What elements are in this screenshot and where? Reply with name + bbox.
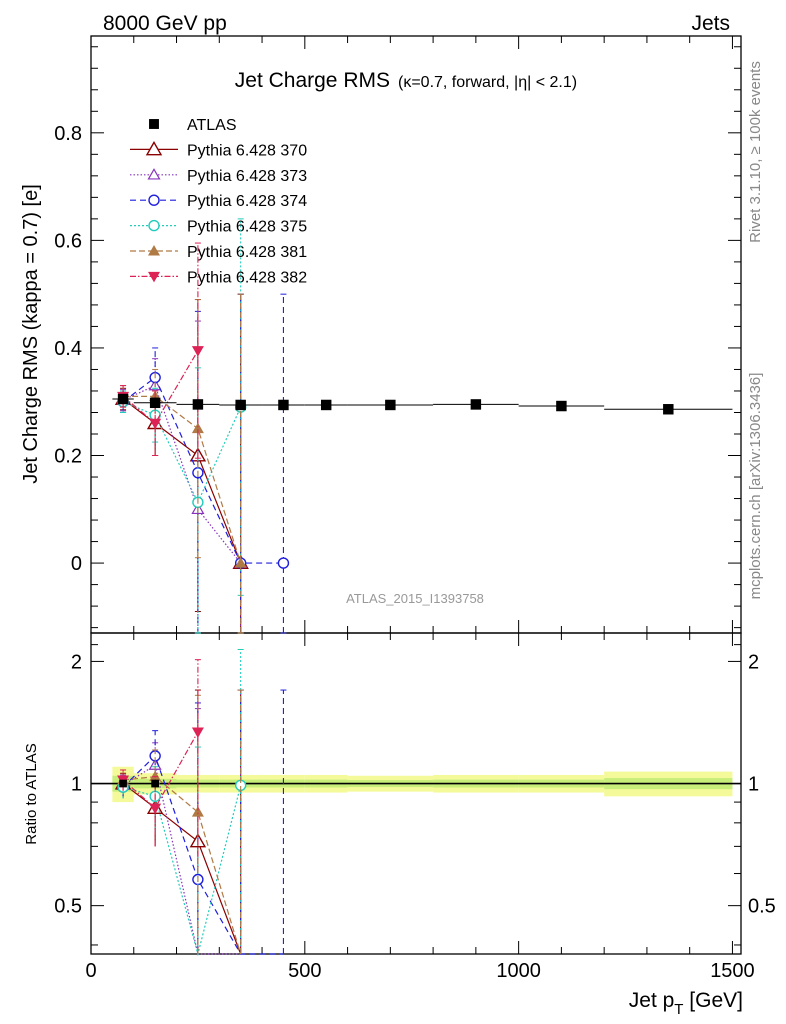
atlas-ratio-point <box>151 779 159 788</box>
x-tick-label: 1500 <box>710 960 755 982</box>
ratio-point <box>191 727 204 738</box>
y-axis-label: Jet Charge RMS (kappa = 0.7) [e] <box>20 184 42 484</box>
ratio-point <box>149 770 162 782</box>
legend-marker <box>145 140 163 156</box>
data-point <box>277 557 290 569</box>
legend-entry-5: Pythia 6.428 381 <box>130 244 307 261</box>
atlas-point <box>556 400 567 412</box>
series-line <box>122 350 199 425</box>
series-2 <box>116 293 248 634</box>
legend-marker <box>147 168 161 180</box>
series-line <box>122 401 242 504</box>
ratio-tick-label: 0.5 <box>54 896 82 918</box>
legend-label: Pythia 6.428 382 <box>187 269 307 286</box>
ratio-line <box>122 764 241 955</box>
legend-entry-3: Pythia 6.428 374 <box>130 193 307 210</box>
legend-entry-1: Pythia 6.428 370 <box>130 140 307 159</box>
atlas-point <box>385 399 396 411</box>
series-1 <box>114 293 249 634</box>
y-tick-label: 0.6 <box>54 230 82 252</box>
legend-entry-4: Pythia 6.428 375 <box>130 219 307 236</box>
y-tick-label: 0 <box>71 553 82 575</box>
atlas-point <box>663 404 674 415</box>
ratio-series-6 <box>117 659 204 857</box>
atlas-point <box>117 393 129 405</box>
series-line <box>123 395 242 564</box>
atlas-point <box>235 399 246 411</box>
series-3 <box>117 293 290 634</box>
rivet-version-label: Rivet 3.1.10, ≥ 100k events <box>747 61 764 243</box>
legend-label: Pythia 6.428 373 <box>187 168 307 185</box>
data-marks <box>91 218 741 957</box>
x-tick-label: 0 <box>85 960 96 982</box>
legend-label-atlas: ATLAS <box>187 117 237 134</box>
ratio-tick-label-right: 2 <box>748 651 759 673</box>
axis-ticks: 0 500 1000 1500 0 0.2 0.4 0.6 0.8 0.5 0.5 1 1 2 2 <box>54 36 776 982</box>
legend-entry-2: Pythia 6.428 373 <box>130 168 307 185</box>
y-tick-label: 0.4 <box>54 338 82 360</box>
legend-marker-atlas <box>149 119 159 129</box>
legend: ATLAS Pythia 6.428 370 Pythia 6.428 373 Pyt… <box>130 117 307 286</box>
ratio-frame <box>90 632 742 955</box>
data-point <box>191 422 204 434</box>
legend-entry-6: Pythia 6.428 382 <box>130 269 307 286</box>
y-tick-label: 0.8 <box>54 123 82 145</box>
atlas-point <box>149 397 161 409</box>
ratio-point <box>149 803 162 815</box>
legend-label: Pythia 6.428 374 <box>187 193 307 210</box>
ratio-line <box>122 783 242 955</box>
legend-marker <box>148 245 160 256</box>
ratio-line <box>123 775 242 955</box>
data-point <box>191 346 204 357</box>
ratio-series-1 <box>114 689 244 955</box>
ratio-tick-label: 2 <box>71 651 82 673</box>
atlas-series <box>112 393 733 788</box>
ratio-line <box>122 785 242 957</box>
x-axis-label: Jet pT [GeV] <box>629 989 743 1018</box>
atlas-point <box>278 399 289 411</box>
ratio-series-5 <box>117 689 244 955</box>
ratio-axis-label: Ratio to ATLAS <box>23 743 40 844</box>
legend-label: Pythia 6.428 381 <box>187 244 307 261</box>
x-tick-label: 1000 <box>496 960 541 982</box>
legend-label: Pythia 6.428 370 <box>187 142 307 159</box>
series-line <box>122 398 242 564</box>
atlas-ratio-point <box>119 779 127 788</box>
ratio-tick-label-right: 1 <box>748 774 759 796</box>
x-tick-label: 500 <box>288 960 321 982</box>
y-tick-label: 0.2 <box>54 446 82 468</box>
ratio-tick-label: 1 <box>71 774 82 796</box>
chart-title: Jet Charge RMS <box>235 69 390 92</box>
atlas-point <box>470 399 482 410</box>
atlas-point <box>320 399 332 411</box>
data-point <box>234 557 247 568</box>
series-5 <box>117 293 247 634</box>
legend-entry-atlas: ATLAS <box>149 117 237 134</box>
mcplots-label: mcplots.cern.ch [arXiv:1306.3436] <box>747 373 764 600</box>
analysis-label: ATLAS_2015_I1393758 <box>346 591 484 606</box>
ratio-tick-label-right: 0.5 <box>748 896 776 918</box>
data-point <box>149 418 162 430</box>
series-line <box>122 384 242 564</box>
ratio-series-2 <box>116 689 244 955</box>
atlas-point <box>192 399 204 410</box>
legend-label: Pythia 6.428 375 <box>187 219 307 236</box>
process-label: Jets <box>691 12 730 35</box>
ratio-series-4 <box>117 648 247 957</box>
ratio-point <box>191 806 204 817</box>
legend-marker <box>148 219 160 232</box>
collision-label: 8000 GeV pp <box>103 12 227 35</box>
ratio-panel <box>90 632 742 955</box>
legend-marker <box>148 194 160 206</box>
legend-marker <box>148 271 160 283</box>
chart-title-sub: (κ=0.7, forward, |η| < 2.1) <box>398 74 577 91</box>
